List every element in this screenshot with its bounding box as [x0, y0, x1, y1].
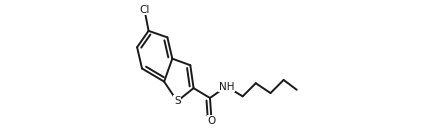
Text: S: S [174, 96, 181, 106]
Text: Cl: Cl [139, 5, 150, 15]
Text: NH: NH [219, 82, 234, 92]
Text: O: O [207, 116, 216, 126]
